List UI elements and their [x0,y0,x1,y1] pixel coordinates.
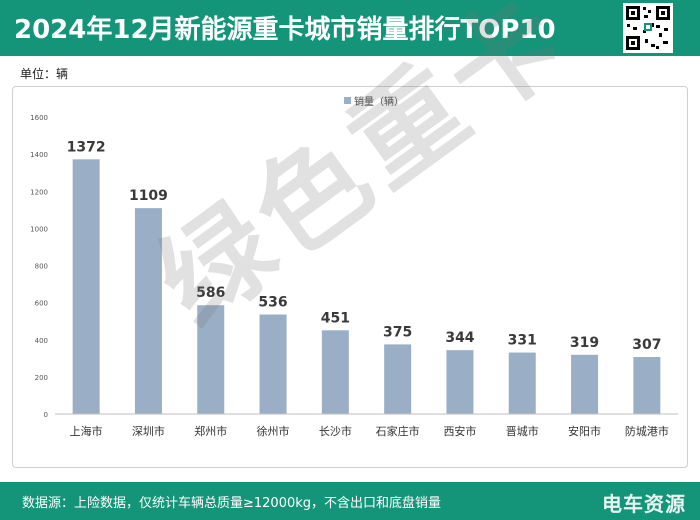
y-axis: 0 200 400 600 800 1000 1200 1400 1600 [30,114,48,419]
x-tick-label: 安阳市 [568,424,601,438]
bar [134,208,162,414]
x-tick-label: 上海市 [70,424,103,438]
x-axis-labels: 上海市 深圳市 郑州市 徐州市 长沙市 石家庄市 西安市 晋城市 安阳市 防城港市 [70,424,669,438]
x-tick-label: 深圳市 [132,424,165,438]
x-tick-label: 防城港市 [625,424,669,438]
bar [384,344,412,414]
bar [321,330,349,414]
page-title: 2024年12月新能源重卡城市销量排行TOP10 [14,15,556,45]
qr-code-icon [623,3,673,53]
unit-label: 单位：辆 [20,67,69,81]
bar [259,314,287,414]
bar [446,350,474,414]
data-label: 1109 [129,188,168,204]
data-label: 1372 [67,139,106,155]
value-labels: 1372 1109 586 536 451 375 344 331 319 307 [67,139,662,353]
bar [633,357,661,414]
legend-label: 销量（辆） [354,95,404,108]
legend-swatch [344,97,351,104]
data-label: 375 [383,324,412,340]
bar [197,305,225,414]
bar [571,354,599,414]
y-tick-label: 400 [35,337,48,345]
x-tick-label: 晋城市 [506,424,539,438]
bar [72,159,100,414]
x-tick-label: 徐州市 [257,424,290,438]
header-bar: 2024年12月新能源重卡城市销量排行TOP10 [0,0,700,56]
y-tick-label: 0 [44,411,48,419]
x-tick-label: 西安市 [443,424,476,438]
data-label: 451 [321,310,350,326]
data-label: 307 [632,337,661,353]
data-label: 319 [570,335,599,351]
data-label: 586 [196,285,225,301]
bar [508,352,536,414]
y-tick-label: 200 [35,374,48,382]
y-tick-label: 1400 [30,151,48,159]
y-tick-label: 1200 [30,188,48,196]
bars [72,159,661,414]
data-label: 536 [258,295,287,311]
data-source-note: 数据源：上险数据，仅统计车辆总质量≥12000kg，不含出口和底盘销量 [22,496,442,511]
x-tick-label: 郑州市 [194,424,227,438]
y-tick-label: 1600 [30,114,48,122]
legend: 销量（辆） [344,95,404,108]
data-label: 331 [508,333,537,349]
data-label: 344 [445,330,474,346]
y-tick-label: 800 [35,263,48,271]
x-tick-label: 长沙市 [319,424,352,438]
y-tick-label: 600 [35,300,48,308]
x-tick-label: 石家庄市 [376,424,420,438]
brand-logo: 电车资源 [602,492,686,516]
y-tick-label: 1000 [30,225,48,233]
footer-bar: 数据源：上险数据，仅统计车辆总质量≥12000kg，不含出口和底盘销量 电车资源 [0,482,700,520]
